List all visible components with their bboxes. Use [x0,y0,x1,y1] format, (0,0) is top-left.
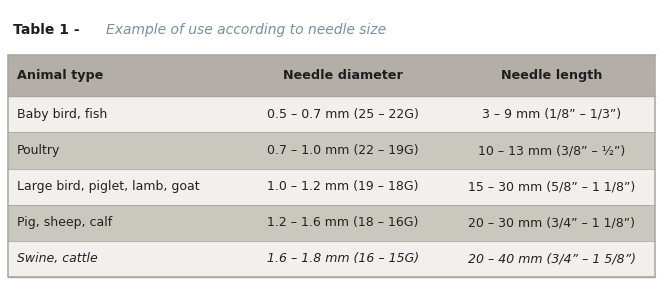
Text: Large bird, piglet, lamb, goat: Large bird, piglet, lamb, goat [17,180,200,193]
Text: 1.0 – 1.2 mm (19 – 18G): 1.0 – 1.2 mm (19 – 18G) [267,180,418,193]
Bar [8,55,655,96]
Text: 1.6 – 1.8 mm (16 – 15G): 1.6 – 1.8 mm (16 – 15G) [267,252,419,265]
Text: 1.2 – 1.6 mm (18 – 16G): 1.2 – 1.6 mm (18 – 16G) [267,216,418,229]
Bar [8,55,655,277]
Text: Swine, cattle: Swine, cattle [17,252,98,265]
Text: 0.7 – 1.0 mm (22 – 19G): 0.7 – 1.0 mm (22 – 19G) [267,144,418,157]
Text: Needle length: Needle length [501,69,602,82]
Bar [8,169,655,205]
Text: Needle diameter: Needle diameter [283,69,402,82]
Text: 20 – 30 mm (3/4” – 1 1/8”): 20 – 30 mm (3/4” – 1 1/8”) [468,216,635,229]
Text: 20 – 40 mm (3/4” – 1 5/8”): 20 – 40 mm (3/4” – 1 5/8”) [467,252,636,265]
Text: Pig, sheep, calf: Pig, sheep, calf [17,216,113,229]
Bar [8,96,655,132]
Text: Baby bird, fish: Baby bird, fish [17,108,107,121]
Bar [8,132,655,169]
Bar [8,205,655,241]
Text: Example of use according to needle size: Example of use according to needle size [105,22,386,37]
Text: Poultry: Poultry [17,144,60,157]
Text: 15 – 30 mm (5/8” – 1 1/8”): 15 – 30 mm (5/8” – 1 1/8”) [468,180,635,193]
Bar [8,241,655,277]
Text: Animal type: Animal type [17,69,103,82]
Text: 10 – 13 mm (3/8” – ½”): 10 – 13 mm (3/8” – ½”) [478,144,625,157]
Text: Table 1 -: Table 1 - [13,22,85,37]
Text: 3 – 9 mm (1/8” – 1/3”): 3 – 9 mm (1/8” – 1/3”) [482,108,621,121]
Text: 0.5 – 0.7 mm (25 – 22G): 0.5 – 0.7 mm (25 – 22G) [267,108,419,121]
